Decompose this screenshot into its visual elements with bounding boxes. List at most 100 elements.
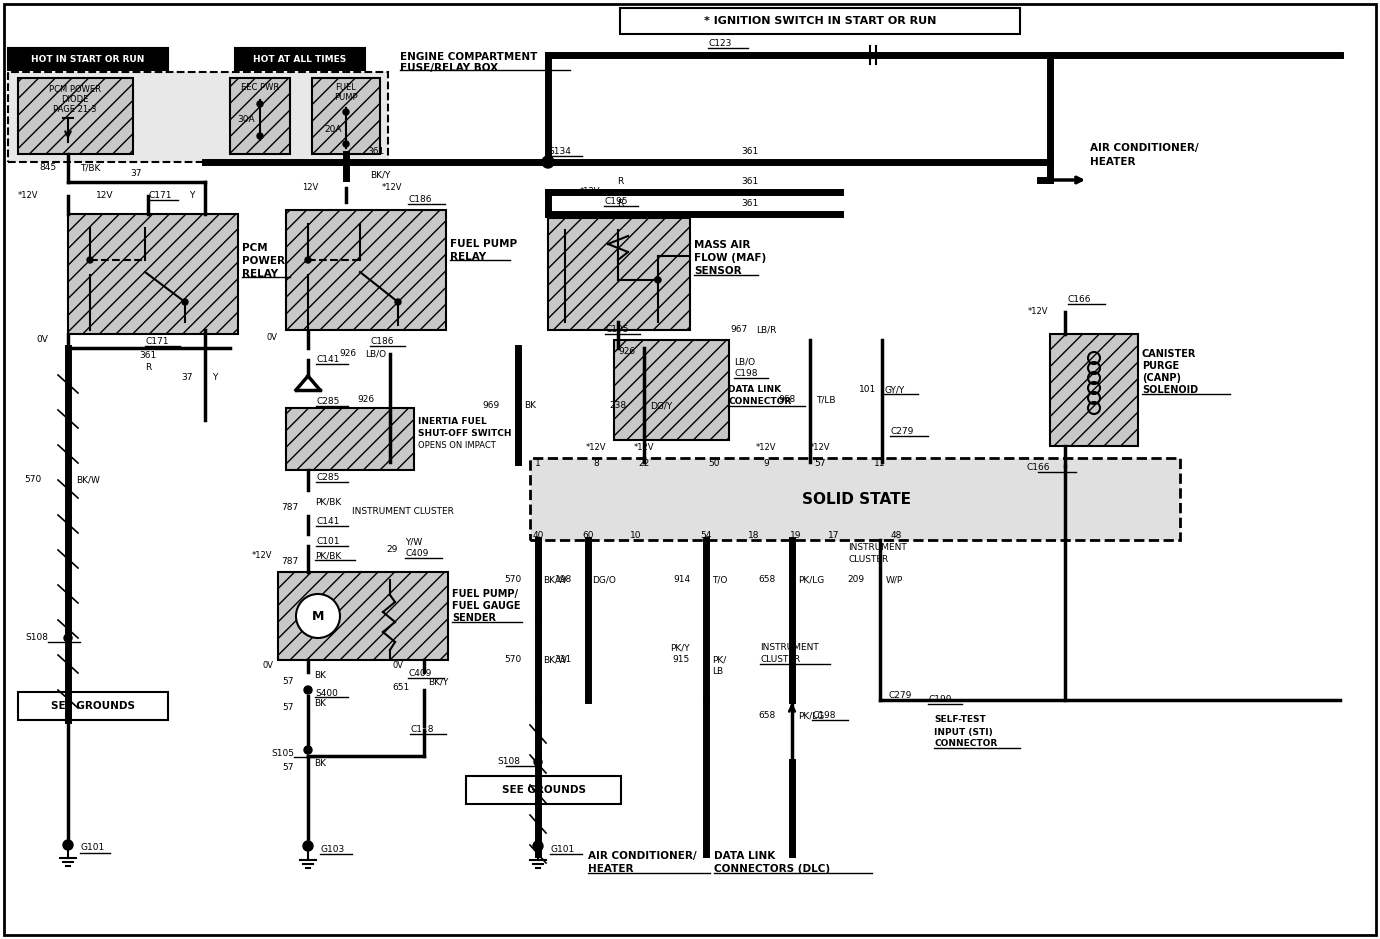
- Text: 331: 331: [555, 655, 571, 665]
- Text: DATA LINK: DATA LINK: [713, 851, 776, 861]
- Circle shape: [182, 299, 188, 305]
- Text: 361: 361: [741, 199, 759, 208]
- Text: S108: S108: [497, 758, 520, 766]
- Text: PK/LG: PK/LG: [798, 712, 824, 720]
- Circle shape: [63, 840, 73, 850]
- Text: FUSE/RELAY BOX: FUSE/RELAY BOX: [400, 63, 498, 73]
- Text: SOLID STATE: SOLID STATE: [802, 491, 911, 506]
- Text: 361: 361: [741, 177, 759, 187]
- Text: C199: C199: [927, 696, 951, 704]
- Text: 20A: 20A: [324, 126, 342, 134]
- Text: C101: C101: [316, 537, 339, 546]
- Bar: [312, 78, 380, 154]
- Text: INSTRUMENT: INSTRUMENT: [760, 643, 818, 653]
- Text: S108: S108: [25, 634, 48, 642]
- Text: 238: 238: [609, 402, 627, 410]
- Text: R: R: [145, 363, 152, 373]
- Text: R: R: [617, 199, 624, 208]
- Text: C198: C198: [811, 712, 835, 720]
- Bar: [466, 776, 621, 804]
- Text: G101: G101: [80, 843, 105, 853]
- Text: 570: 570: [505, 576, 522, 584]
- Bar: [235, 48, 364, 70]
- Text: T/BK: T/BK: [80, 163, 101, 173]
- Text: S134: S134: [548, 147, 571, 157]
- Text: 651: 651: [393, 684, 410, 692]
- Bar: [277, 572, 448, 660]
- Text: 57: 57: [283, 703, 294, 713]
- Text: 19: 19: [791, 531, 802, 541]
- Text: HOT IN START OR RUN: HOT IN START OR RUN: [32, 54, 145, 64]
- Circle shape: [344, 141, 349, 147]
- Text: 570: 570: [25, 475, 41, 485]
- Bar: [230, 78, 290, 154]
- Text: C279: C279: [887, 691, 911, 700]
- Circle shape: [656, 277, 661, 283]
- Bar: [8, 48, 168, 70]
- Text: 48: 48: [890, 531, 901, 541]
- Text: 12V: 12V: [302, 183, 319, 192]
- Text: 914: 914: [673, 576, 690, 584]
- Text: M: M: [312, 609, 324, 623]
- Text: PK/Y: PK/Y: [671, 643, 690, 653]
- Text: DIODE: DIODE: [61, 96, 88, 104]
- Text: HEATER: HEATER: [588, 864, 633, 874]
- Text: PK/BK: PK/BK: [315, 551, 341, 561]
- Text: 50: 50: [708, 458, 720, 468]
- Text: 658: 658: [759, 712, 776, 720]
- Text: BK: BK: [315, 670, 326, 680]
- Bar: [18, 78, 132, 154]
- Circle shape: [534, 758, 542, 766]
- Text: C195: C195: [604, 197, 628, 207]
- Circle shape: [304, 841, 313, 851]
- Circle shape: [533, 841, 542, 851]
- Text: SENSOR: SENSOR: [694, 266, 741, 276]
- Text: 198: 198: [555, 576, 571, 584]
- Text: BK: BK: [315, 699, 326, 707]
- Text: LB/O: LB/O: [734, 358, 755, 366]
- Text: *12V: *12V: [810, 443, 831, 453]
- Text: 0V: 0V: [36, 335, 48, 345]
- Bar: [286, 210, 446, 330]
- Text: 57: 57: [283, 763, 294, 773]
- Text: 787: 787: [280, 558, 298, 566]
- Text: 361: 361: [741, 147, 759, 157]
- Text: 40: 40: [533, 531, 544, 541]
- Text: 101: 101: [858, 386, 876, 394]
- Text: 1: 1: [535, 458, 541, 468]
- Text: BK/Y: BK/Y: [370, 171, 391, 179]
- Text: INSTRUMENT: INSTRUMENT: [847, 544, 907, 552]
- Text: 915: 915: [673, 655, 690, 665]
- Text: G101: G101: [551, 844, 574, 854]
- Circle shape: [542, 156, 553, 168]
- Text: 0V: 0V: [262, 660, 273, 670]
- Text: * IGNITION SWITCH IN START OR RUN: * IGNITION SWITCH IN START OR RUN: [704, 16, 936, 26]
- Text: 969: 969: [483, 402, 500, 410]
- Text: *12V: *12V: [382, 183, 403, 192]
- Text: 968: 968: [778, 395, 796, 405]
- Circle shape: [344, 109, 349, 115]
- Text: CONNECTOR: CONNECTOR: [934, 740, 998, 748]
- Text: 30A: 30A: [237, 115, 255, 125]
- Bar: [614, 340, 729, 440]
- Text: *12V: *12V: [251, 550, 272, 560]
- Text: C279: C279: [890, 427, 914, 437]
- Text: *12V: *12V: [580, 188, 600, 196]
- Text: 29: 29: [386, 546, 397, 555]
- Text: C171: C171: [145, 337, 168, 346]
- Text: BK/Y: BK/Y: [428, 678, 448, 686]
- Text: Y: Y: [189, 192, 195, 201]
- Text: BK: BK: [315, 759, 326, 767]
- Bar: [8, 72, 388, 162]
- Text: *12V: *12V: [585, 443, 606, 453]
- Text: Y: Y: [213, 374, 218, 382]
- Text: W/P: W/P: [886, 576, 904, 584]
- Text: 845: 845: [40, 163, 57, 173]
- Text: S400: S400: [315, 688, 338, 698]
- Bar: [530, 458, 1180, 540]
- Text: RELAY: RELAY: [450, 252, 486, 262]
- Circle shape: [305, 257, 310, 263]
- Text: CANISTER: CANISTER: [1143, 349, 1196, 359]
- Text: GY/Y: GY/Y: [885, 386, 904, 394]
- Text: BK/W: BK/W: [76, 475, 99, 485]
